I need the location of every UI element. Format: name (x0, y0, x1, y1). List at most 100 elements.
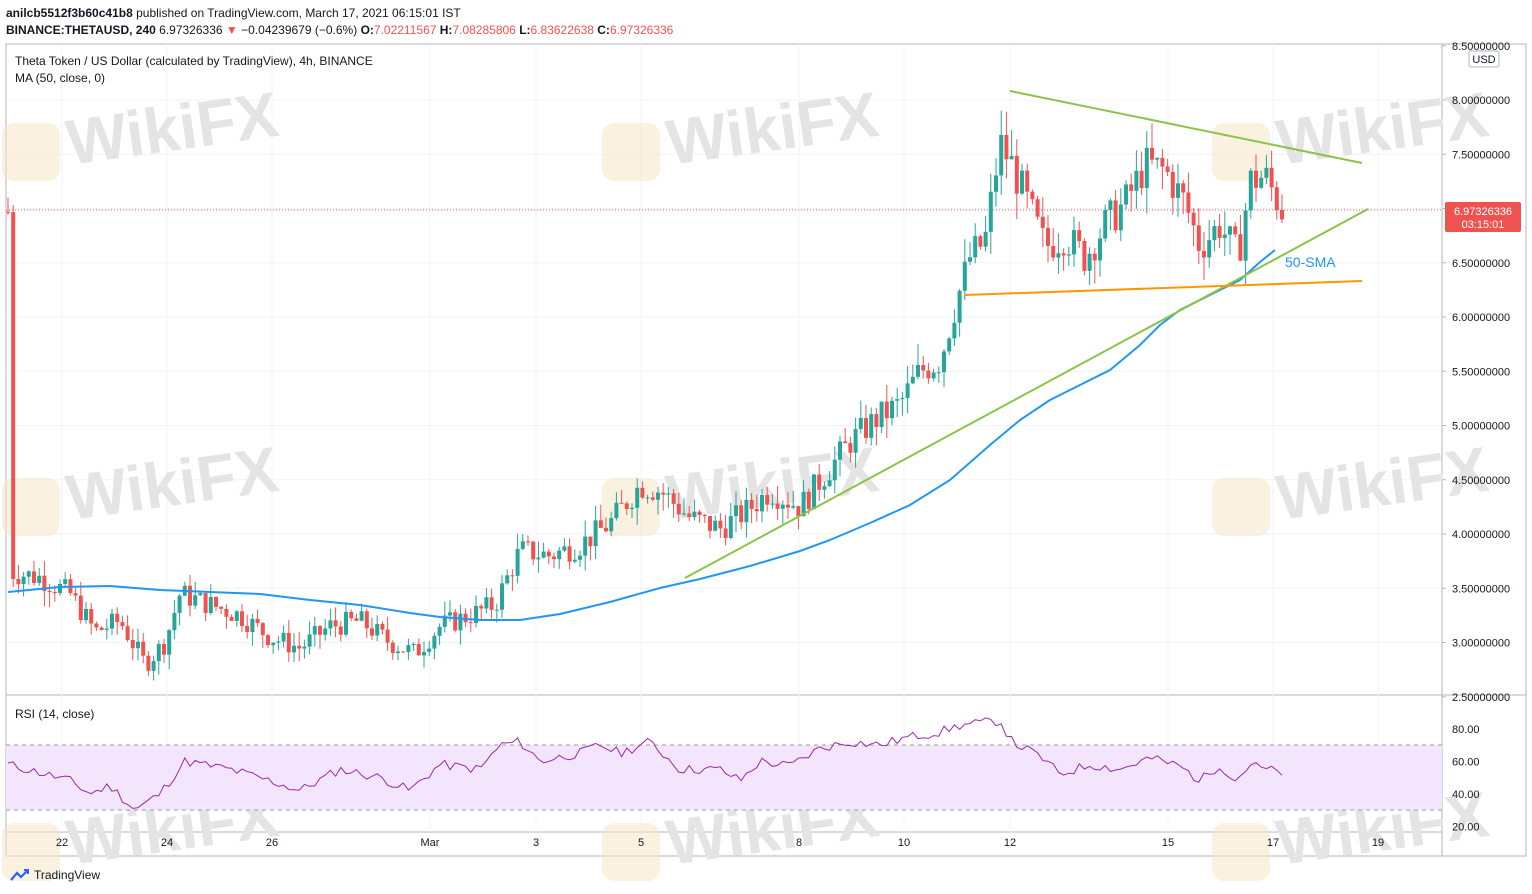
candle (650, 491, 655, 502)
candle (957, 288, 962, 337)
rsi-tick-label: 80.00 (1452, 724, 1480, 736)
candle (458, 604, 463, 645)
candle (484, 588, 489, 614)
candle (1165, 158, 1170, 176)
candle (432, 632, 437, 660)
candle (890, 396, 894, 426)
candle (370, 617, 374, 641)
candle (141, 632, 146, 664)
candle (572, 549, 577, 564)
candle (702, 513, 707, 523)
candle (546, 549, 551, 565)
candle (687, 506, 692, 522)
candle (390, 640, 395, 660)
price-tick-label: 6.00000000 (1452, 312, 1510, 324)
candle (978, 234, 983, 250)
currency-box[interactable] (1468, 50, 1500, 68)
candle (489, 588, 494, 619)
candle (666, 486, 671, 508)
time-tick-label: 5 (638, 837, 644, 849)
low-label: L: (519, 23, 531, 37)
candles (6, 110, 1284, 681)
candle (640, 481, 645, 500)
candle (78, 581, 83, 624)
rsi-tick-label: 60.00 (1452, 756, 1480, 768)
candle (869, 407, 874, 446)
time-tick-label: Mar (421, 837, 440, 849)
candle (328, 608, 333, 636)
candle (214, 596, 218, 612)
candle (16, 564, 21, 594)
rsi-tick-label: 20.00 (1452, 821, 1480, 833)
time-tick-label: 3 (533, 837, 539, 849)
watermark-text: WikiFX (1272, 78, 1493, 179)
candle (848, 436, 853, 463)
candle (338, 621, 343, 642)
candle (604, 517, 608, 533)
candle (188, 574, 192, 617)
candle (1248, 168, 1253, 219)
candle (900, 391, 905, 416)
rsi-tick-label: 40.00 (1452, 789, 1480, 801)
candle (988, 173, 993, 254)
candle (1144, 131, 1149, 214)
candle (656, 486, 660, 515)
candle (302, 639, 307, 659)
candle (843, 427, 848, 444)
candle (219, 605, 224, 615)
candle (791, 491, 796, 510)
time-tick-label: 19 (1372, 837, 1384, 849)
candle (1280, 194, 1284, 223)
candle (276, 636, 281, 651)
candle (1108, 198, 1113, 231)
ohlc-line: BINANCE:THETAUSD, 240 6.97326336 ▼ −0.04… (6, 22, 673, 38)
grid (6, 44, 1442, 832)
candle (635, 478, 640, 525)
candle (520, 533, 525, 551)
candle (1051, 228, 1056, 262)
candle (318, 625, 322, 649)
candle (676, 493, 681, 523)
watermark-text: WikiFX (62, 78, 283, 179)
candle (84, 601, 88, 624)
publisher-name: anilcb5512f3b60c41b8 (6, 6, 133, 20)
candle (359, 603, 364, 622)
footer-brand[interactable]: TradingView (10, 868, 100, 882)
published-text: published on TradingView.com, March 17, … (136, 6, 461, 20)
candle (780, 500, 785, 526)
candle (1098, 228, 1102, 277)
candle (1212, 219, 1217, 252)
candle (1040, 197, 1045, 248)
candle (754, 494, 759, 522)
candle (1264, 155, 1269, 185)
candle (1009, 130, 1014, 160)
candle (567, 538, 572, 570)
sma-annotation: 50-SMA (1285, 254, 1336, 270)
candle (786, 491, 790, 519)
candle (713, 515, 718, 532)
candle (229, 614, 234, 621)
candle (775, 485, 780, 520)
candle (983, 215, 988, 252)
candle (734, 491, 738, 533)
candle (42, 560, 47, 607)
candle (838, 435, 842, 477)
candle (26, 570, 31, 585)
candle (510, 569, 515, 591)
candle (1025, 163, 1030, 209)
price-tick-label: 5.50000000 (1452, 366, 1510, 378)
candle (182, 581, 187, 597)
candle (1222, 211, 1227, 257)
candle (1129, 173, 1134, 212)
candle (177, 593, 182, 626)
candle (583, 520, 588, 571)
symbol-label: BINANCE:THETAUSD, 240 (6, 23, 156, 37)
candle (853, 417, 858, 468)
candle (609, 511, 614, 537)
candle (505, 569, 510, 585)
open-label: O: (360, 23, 374, 37)
candle (1014, 139, 1019, 220)
time-tick-label: 15 (1162, 837, 1174, 849)
candle (474, 595, 478, 628)
